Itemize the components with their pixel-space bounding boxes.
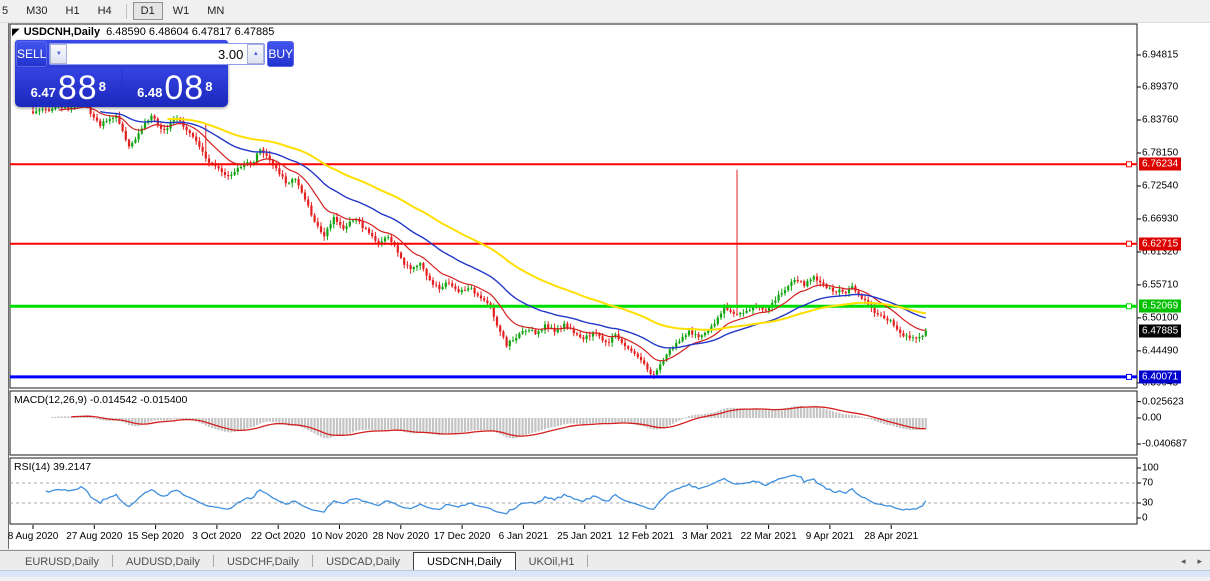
sell-price-button[interactable]: 6.47 88 8: [16, 68, 121, 106]
tab-divider: [587, 555, 589, 567]
sell-price-big: 88: [57, 69, 98, 107]
macd-label: MACD(12,26,9) -0.014542 -0.015400: [14, 394, 188, 406]
buy-price-small: 6.48: [137, 85, 163, 100]
timeframe-button-d1[interactable]: D1: [132, 2, 163, 20]
chart-tab-ukoil[interactable]: UKOil,H1: [528, 556, 575, 568]
volume-stepper: ▼ ▲: [49, 43, 266, 65]
chart-tab-bar: EURUSD,Daily AUDUSD,Daily USDCHF,Daily USDC…: [0, 550, 1210, 572]
volume-input[interactable]: [67, 44, 248, 64]
toolbar-separator: [125, 3, 127, 19]
timeframe-button-h4[interactable]: H4: [97, 5, 112, 17]
status-strip: [0, 570, 1210, 577]
tab-scroll-right-icon[interactable]: ▸: [1197, 556, 1202, 566]
chart-tab-audusd[interactable]: AUDUSD,Daily: [125, 556, 200, 568]
timeframe-button-m30[interactable]: M30: [26, 5, 48, 17]
buy-button[interactable]: BUY: [267, 41, 295, 67]
tab-divider: [212, 555, 214, 567]
timeframe-button-5[interactable]: 5: [2, 5, 9, 17]
chart-tab-usdcnh[interactable]: USDCNH,Daily: [413, 552, 516, 572]
chart-tab-eurusd[interactable]: EURUSD,Daily: [25, 556, 99, 568]
timeframe-toolbar: 5 M30 H1 H4 D1 W1 MN: [0, 0, 1210, 23]
volume-increase-button[interactable]: ▲: [247, 44, 265, 64]
sell-price-sup: 8: [98, 79, 106, 94]
chart-ohlc-values: 6.48590 6.48604 6.47817 6.47885: [106, 26, 275, 38]
tab-divider: [111, 555, 113, 567]
cursor-arrow-icon: ◤: [12, 26, 20, 38]
timeframe-button-h1[interactable]: H1: [65, 5, 80, 17]
chart-symbol-period: USDCNH,Daily: [23, 26, 101, 38]
volume-decrease-button[interactable]: ▼: [50, 44, 68, 64]
chart-title: ◤ USDCNH,Daily 6.48590 6.48604 6.47817 6…: [12, 26, 274, 38]
chart-tab-usdcad[interactable]: USDCAD,Daily: [326, 556, 401, 568]
buy-price-sup: 8: [205, 79, 213, 94]
timeframe-button-w1[interactable]: W1: [172, 5, 190, 17]
timeframe-button-mn[interactable]: MN: [207, 5, 225, 17]
chart-tab-usdchf[interactable]: USDCHF,Daily: [226, 556, 300, 568]
rsi-label: RSI(14) 39.2147: [14, 461, 92, 473]
tab-divider: [312, 555, 314, 567]
buy-price-button[interactable]: 6.48 08 8: [122, 68, 227, 107]
sell-price-small: 6.47: [30, 85, 56, 100]
tab-scroll-left-icon[interactable]: ◂: [1180, 556, 1186, 566]
one-click-trade-panel: SELL ▼ ▲ BUY 6.47 88 8 6.48 08 8: [15, 40, 295, 107]
buy-price-big: 08: [164, 69, 205, 107]
sell-button[interactable]: SELL: [16, 41, 48, 67]
